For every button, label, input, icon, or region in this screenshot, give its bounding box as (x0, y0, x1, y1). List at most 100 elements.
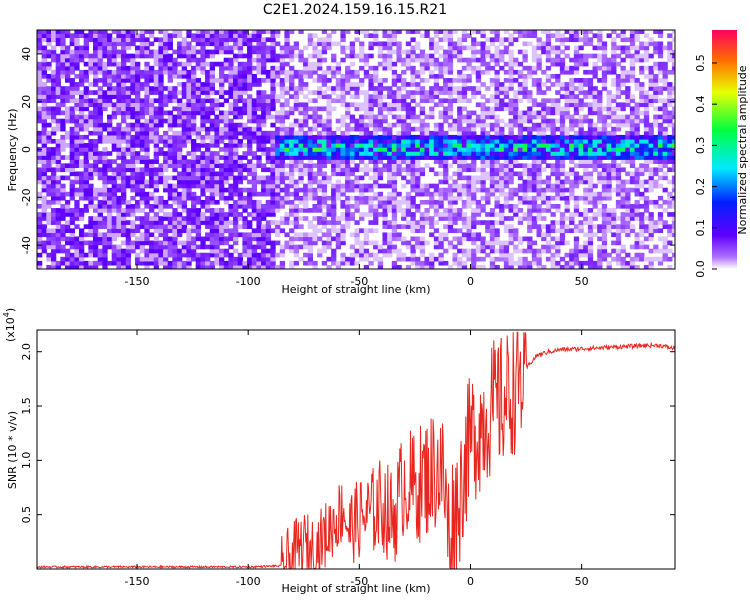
heatmap-cell (60, 49, 66, 55)
heatmap-cell (457, 256, 463, 262)
heatmap-cell (359, 102, 365, 108)
heatmap-cell (531, 98, 538, 104)
heatmap-cell (130, 232, 136, 238)
heatmap-cell (125, 65, 131, 71)
heatmap-cell (410, 45, 416, 51)
heatmap-cell (270, 94, 276, 99)
heatmap-cell (247, 78, 253, 83)
heatmap-cell (130, 106, 136, 112)
heatmap-cell (307, 256, 314, 262)
heatmap-cell (97, 171, 103, 177)
heatmap-cell (83, 49, 89, 55)
heatmap-cell (405, 106, 412, 112)
heatmap-cell (223, 228, 229, 234)
heatmap-cell (186, 82, 192, 87)
heatmap-cell (107, 208, 113, 213)
heatmap-cell (37, 260, 43, 266)
heatmap-cell (382, 147, 388, 152)
heatmap-cell (312, 187, 318, 193)
heatmap-cell (401, 130, 407, 136)
heatmap-cell (345, 78, 351, 83)
heatmap-cell (177, 252, 183, 258)
heatmap-cell (340, 134, 346, 140)
heatmap-cell (419, 191, 426, 197)
heatmap-cell (303, 244, 309, 250)
heatmap-cell (461, 212, 468, 217)
heatmap-cell (457, 69, 463, 75)
heatmap-cell (527, 134, 533, 140)
heatmap-cell (228, 167, 234, 173)
heatmap-cell (111, 78, 117, 83)
heatmap-cell (167, 37, 173, 43)
heatmap-cell (289, 82, 295, 87)
heatmap-cell (121, 114, 127, 120)
heatmap-cell (55, 179, 61, 185)
heatmap-cell (396, 57, 402, 63)
heatmap-cell (74, 187, 80, 193)
heatmap-cell (102, 240, 108, 246)
heatmap-cell (111, 228, 117, 234)
heatmap-cell (443, 187, 449, 193)
heatmap-cell (471, 236, 477, 242)
heatmap-cell (559, 33, 566, 39)
heatmap-cell (317, 151, 323, 156)
heatmap-cell (461, 114, 468, 120)
heatmap-cell (130, 195, 136, 201)
heatmap-cell (69, 244, 75, 250)
heatmap-cell (279, 147, 286, 152)
heatmap-cell (545, 41, 552, 47)
heatmap-cell (102, 220, 108, 225)
heatmap-cell (489, 264, 496, 269)
heatmap-cell (139, 183, 145, 189)
heatmap-cell (65, 264, 71, 269)
heatmap-cell (345, 73, 351, 79)
heatmap-cell (503, 248, 510, 254)
heatmap-cell (480, 45, 486, 51)
heatmap-cell (359, 126, 365, 132)
heatmap-cell (331, 248, 337, 254)
heatmap-cell (363, 167, 370, 173)
heatmap-cell (391, 49, 398, 55)
heatmap-cell (326, 159, 332, 164)
heatmap-cell (270, 163, 276, 169)
heatmap-cell (177, 155, 183, 160)
heatmap-cell (102, 151, 108, 156)
heatmap-cell (256, 118, 262, 124)
heatmap-cell (130, 134, 136, 140)
heatmap-cell (205, 69, 211, 75)
heatmap-cell (475, 143, 482, 148)
heatmap-cell (69, 191, 75, 197)
heatmap-cell (172, 175, 178, 181)
heatmap-cell (242, 224, 248, 229)
heatmap-cell (307, 155, 314, 160)
heatmap-cell (303, 195, 309, 201)
heatmap-cell (433, 138, 440, 144)
heatmap-cell (247, 138, 253, 144)
heatmap-cell (200, 216, 206, 221)
heatmap-cell (149, 244, 155, 250)
heatmap-cell (41, 151, 47, 156)
heatmap-cell (354, 94, 360, 99)
heatmap-cell (499, 53, 505, 59)
heatmap-cell (284, 240, 290, 246)
heatmap-cell (223, 114, 229, 120)
heatmap-cell (83, 122, 89, 128)
heatmap-cell (261, 187, 267, 193)
heatmap-cell (79, 252, 85, 258)
heatmap-cell (186, 138, 192, 144)
heatmap-cell (37, 78, 43, 83)
heatmap-cell (144, 45, 150, 51)
heatmap-cell (205, 159, 211, 164)
heatmap-cell (550, 167, 556, 173)
heatmap-cell (391, 90, 398, 95)
heatmap-cell (55, 191, 61, 197)
heatmap-cell (466, 228, 472, 234)
heatmap-cell (545, 143, 552, 148)
heatmap-cell (265, 236, 272, 242)
heatmap-cell (312, 143, 318, 148)
heatmap-cell (191, 106, 197, 112)
heatmap-cell (569, 155, 575, 160)
heatmap-cell (326, 45, 332, 51)
heatmap-cell (429, 86, 435, 91)
heatmap-cell (139, 179, 145, 185)
